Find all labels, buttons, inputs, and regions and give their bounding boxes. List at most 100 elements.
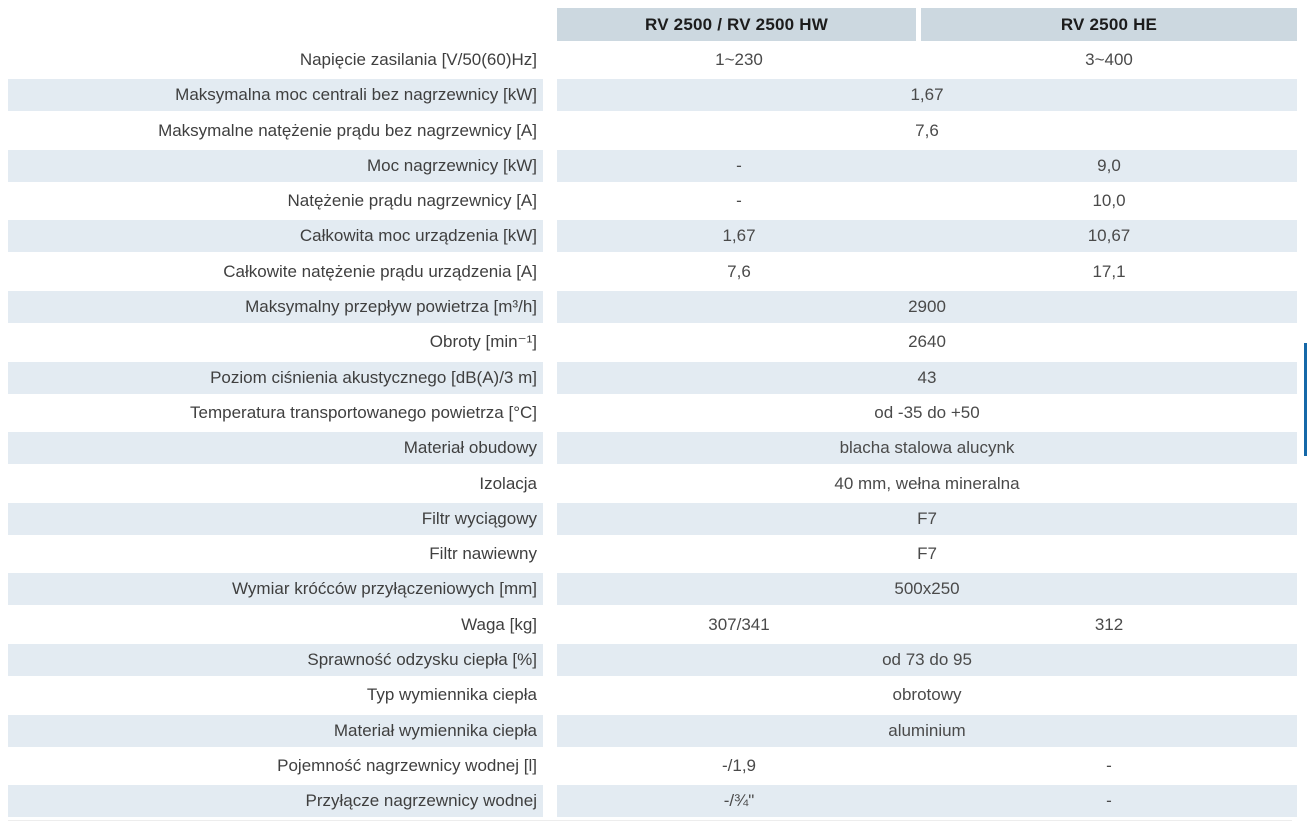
row-value-col-b: 9,0 bbox=[1097, 155, 1121, 175]
column-gutter bbox=[543, 115, 557, 147]
column-gutter bbox=[543, 220, 557, 252]
column-gutter bbox=[543, 326, 557, 358]
row-value-col-a: -/¾" bbox=[723, 791, 755, 811]
row-values: 7,6 17,1 bbox=[557, 256, 1297, 288]
row-value-col-b: 312 bbox=[1094, 614, 1124, 634]
column-gutter bbox=[543, 538, 557, 570]
row-label: Napięcie zasilania [V/50(60)Hz] bbox=[299, 50, 537, 69]
row-label: Maksymalny przepływ powietrza [m³/h] bbox=[8, 291, 543, 324]
row-label: Całkowite natężenie prądu urządzenia [A] bbox=[223, 261, 537, 281]
table-row: Obroty [min⁻¹] 2640 bbox=[8, 326, 1297, 358]
row-value-col-b: - bbox=[1106, 791, 1112, 811]
header-label-spacer bbox=[8, 8, 543, 41]
row-values: 1,67 bbox=[557, 79, 1297, 112]
row-values: - 10,0 bbox=[557, 185, 1297, 217]
column-gutter bbox=[543, 397, 557, 429]
table-row: Pojemność nagrzewnicy wodnej [l] -/1,9 - bbox=[8, 750, 1297, 782]
row-label: Natężenie prądu nagrzewnicy [A] bbox=[287, 191, 537, 211]
row-value-col-a: 1,67 bbox=[722, 226, 756, 246]
table-row: Wymiar króćców przyłączeniowych [mm] 500x… bbox=[8, 573, 1297, 606]
row-values: 40 mm, wełna mineralna bbox=[557, 468, 1297, 500]
table-row: Izolacja 40 mm, wełna mineralna bbox=[8, 468, 1297, 500]
row-label: Sprawność odzysku ciepła [%] bbox=[8, 644, 543, 677]
row-values: F7 bbox=[557, 538, 1297, 570]
row-value-col-b: 17,1 bbox=[1092, 261, 1126, 281]
row-value-col-a: 7,6 bbox=[727, 261, 751, 281]
table-body: Napięcie zasilania [V/50(60)Hz] 1~230 3~40… bbox=[8, 44, 1297, 818]
column-gutter bbox=[543, 468, 557, 500]
table-row: Moc nagrzewnicy [kW] - 9,0 bbox=[8, 149, 1297, 182]
column-gutter bbox=[543, 79, 557, 111]
row-value-span: blacha stalowa alucynk bbox=[839, 438, 1015, 458]
column-gutter bbox=[543, 609, 557, 641]
table-row: Poziom ciśnienia akustycznego [dB(A)/3 m… bbox=[8, 361, 1297, 394]
row-label: Całkowita moc urządzenia [kW] bbox=[8, 220, 543, 253]
row-values: obrotowy bbox=[557, 679, 1297, 711]
row-value-col-a: 1~230 bbox=[715, 50, 763, 69]
table-row: Materiał obudowy blacha stalowa alucynk bbox=[8, 432, 1297, 465]
table-row: Przyłącze nagrzewnicy wodnej -/¾" - bbox=[8, 785, 1297, 818]
row-values: od 73 do 95 bbox=[557, 644, 1297, 677]
row-value-span: od 73 do 95 bbox=[882, 650, 972, 670]
row-label: Filtr wyciągowy bbox=[8, 502, 543, 535]
page-edge-marker bbox=[1304, 343, 1307, 456]
table-row: Maksymalny przepływ powietrza [m³/h] 2900 bbox=[8, 291, 1297, 324]
row-value-col-b: 3~400 bbox=[1085, 50, 1133, 69]
row-value-span: 7,6 bbox=[915, 120, 939, 140]
table-row: Całkowita moc urządzenia [kW] 1,67 10,67 bbox=[8, 220, 1297, 253]
table-row: Napięcie zasilania [V/50(60)Hz] 1~230 3~40… bbox=[8, 44, 1297, 76]
row-label: Poziom ciśnienia akustycznego [dB(A)/3 m… bbox=[8, 361, 543, 394]
row-label: Filtr nawiewny bbox=[429, 544, 537, 564]
column-gutter bbox=[543, 362, 557, 394]
row-values: -/¾" - bbox=[557, 785, 1297, 818]
column-gutter bbox=[543, 432, 557, 464]
column-gutter bbox=[543, 150, 557, 182]
row-values: 307/341 312 bbox=[557, 609, 1297, 641]
column-gutter bbox=[543, 644, 557, 676]
column-header-rv2500-hw: RV 2500 / RV 2500 HW bbox=[557, 8, 916, 41]
row-label: Izolacja bbox=[479, 473, 537, 493]
column-gutter bbox=[543, 185, 557, 217]
row-value-span: obrotowy bbox=[892, 685, 962, 705]
row-value-span: 2640 bbox=[908, 332, 946, 352]
table-row: Całkowite natężenie prądu urządzenia [A]… bbox=[8, 256, 1297, 288]
row-value-span: F7 bbox=[917, 544, 937, 564]
row-label: Typ wymiennika ciepła bbox=[366, 685, 537, 705]
row-label: Obroty [min⁻¹] bbox=[429, 332, 537, 352]
table-row: Filtr nawiewny F7 bbox=[8, 538, 1297, 570]
row-label: Pojemność nagrzewnicy wodnej [l] bbox=[277, 755, 537, 775]
column-gutter bbox=[543, 573, 557, 605]
row-value-col-a: 307/341 bbox=[708, 614, 770, 634]
column-gutter bbox=[543, 785, 557, 817]
row-value-span: 2900 bbox=[908, 297, 946, 317]
row-values: - 9,0 bbox=[557, 149, 1297, 182]
column-gutter bbox=[543, 44, 557, 76]
column-gutter bbox=[543, 256, 557, 288]
row-value-span: 40 mm, wełna mineralna bbox=[834, 473, 1020, 493]
row-value-span: F7 bbox=[917, 508, 937, 528]
row-label: Materiał wymiennika ciepła bbox=[8, 714, 543, 747]
row-values: F7 bbox=[557, 502, 1297, 535]
row-values: 1~230 3~400 bbox=[557, 44, 1297, 76]
row-values: 1,67 10,67 bbox=[557, 220, 1297, 253]
row-value-col-b: 10,67 bbox=[1087, 226, 1131, 246]
table-row: Materiał wymiennika ciepła aluminium bbox=[8, 714, 1297, 747]
table-row: Waga [kg] 307/341 312 bbox=[8, 609, 1297, 641]
table-row: Typ wymiennika ciepła obrotowy bbox=[8, 679, 1297, 711]
row-values: 500x250 bbox=[557, 573, 1297, 606]
row-value-span: 500x250 bbox=[894, 579, 960, 599]
row-values: 43 bbox=[557, 361, 1297, 394]
row-values: aluminium bbox=[557, 714, 1297, 747]
row-value-col-b: - bbox=[1106, 755, 1112, 775]
column-header-rv2500-he: RV 2500 HE bbox=[921, 8, 1297, 41]
row-value-col-a: -/1,9 bbox=[721, 755, 757, 775]
spec-table: RV 2500 / RV 2500 HW RV 2500 HE Napięcie… bbox=[8, 8, 1297, 821]
table-row: Filtr wyciągowy F7 bbox=[8, 502, 1297, 535]
row-values: od -35 do +50 bbox=[557, 397, 1297, 429]
row-values: 2900 bbox=[557, 291, 1297, 324]
bottom-rule bbox=[8, 820, 1292, 821]
row-value-col-a: - bbox=[736, 191, 742, 211]
row-label: Waga [kg] bbox=[461, 614, 537, 634]
row-value-col-a: - bbox=[736, 155, 742, 175]
